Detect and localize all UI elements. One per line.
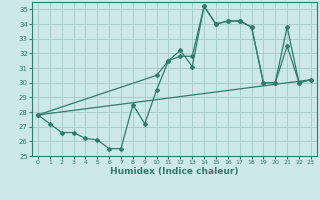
X-axis label: Humidex (Indice chaleur): Humidex (Indice chaleur) [110,167,239,176]
